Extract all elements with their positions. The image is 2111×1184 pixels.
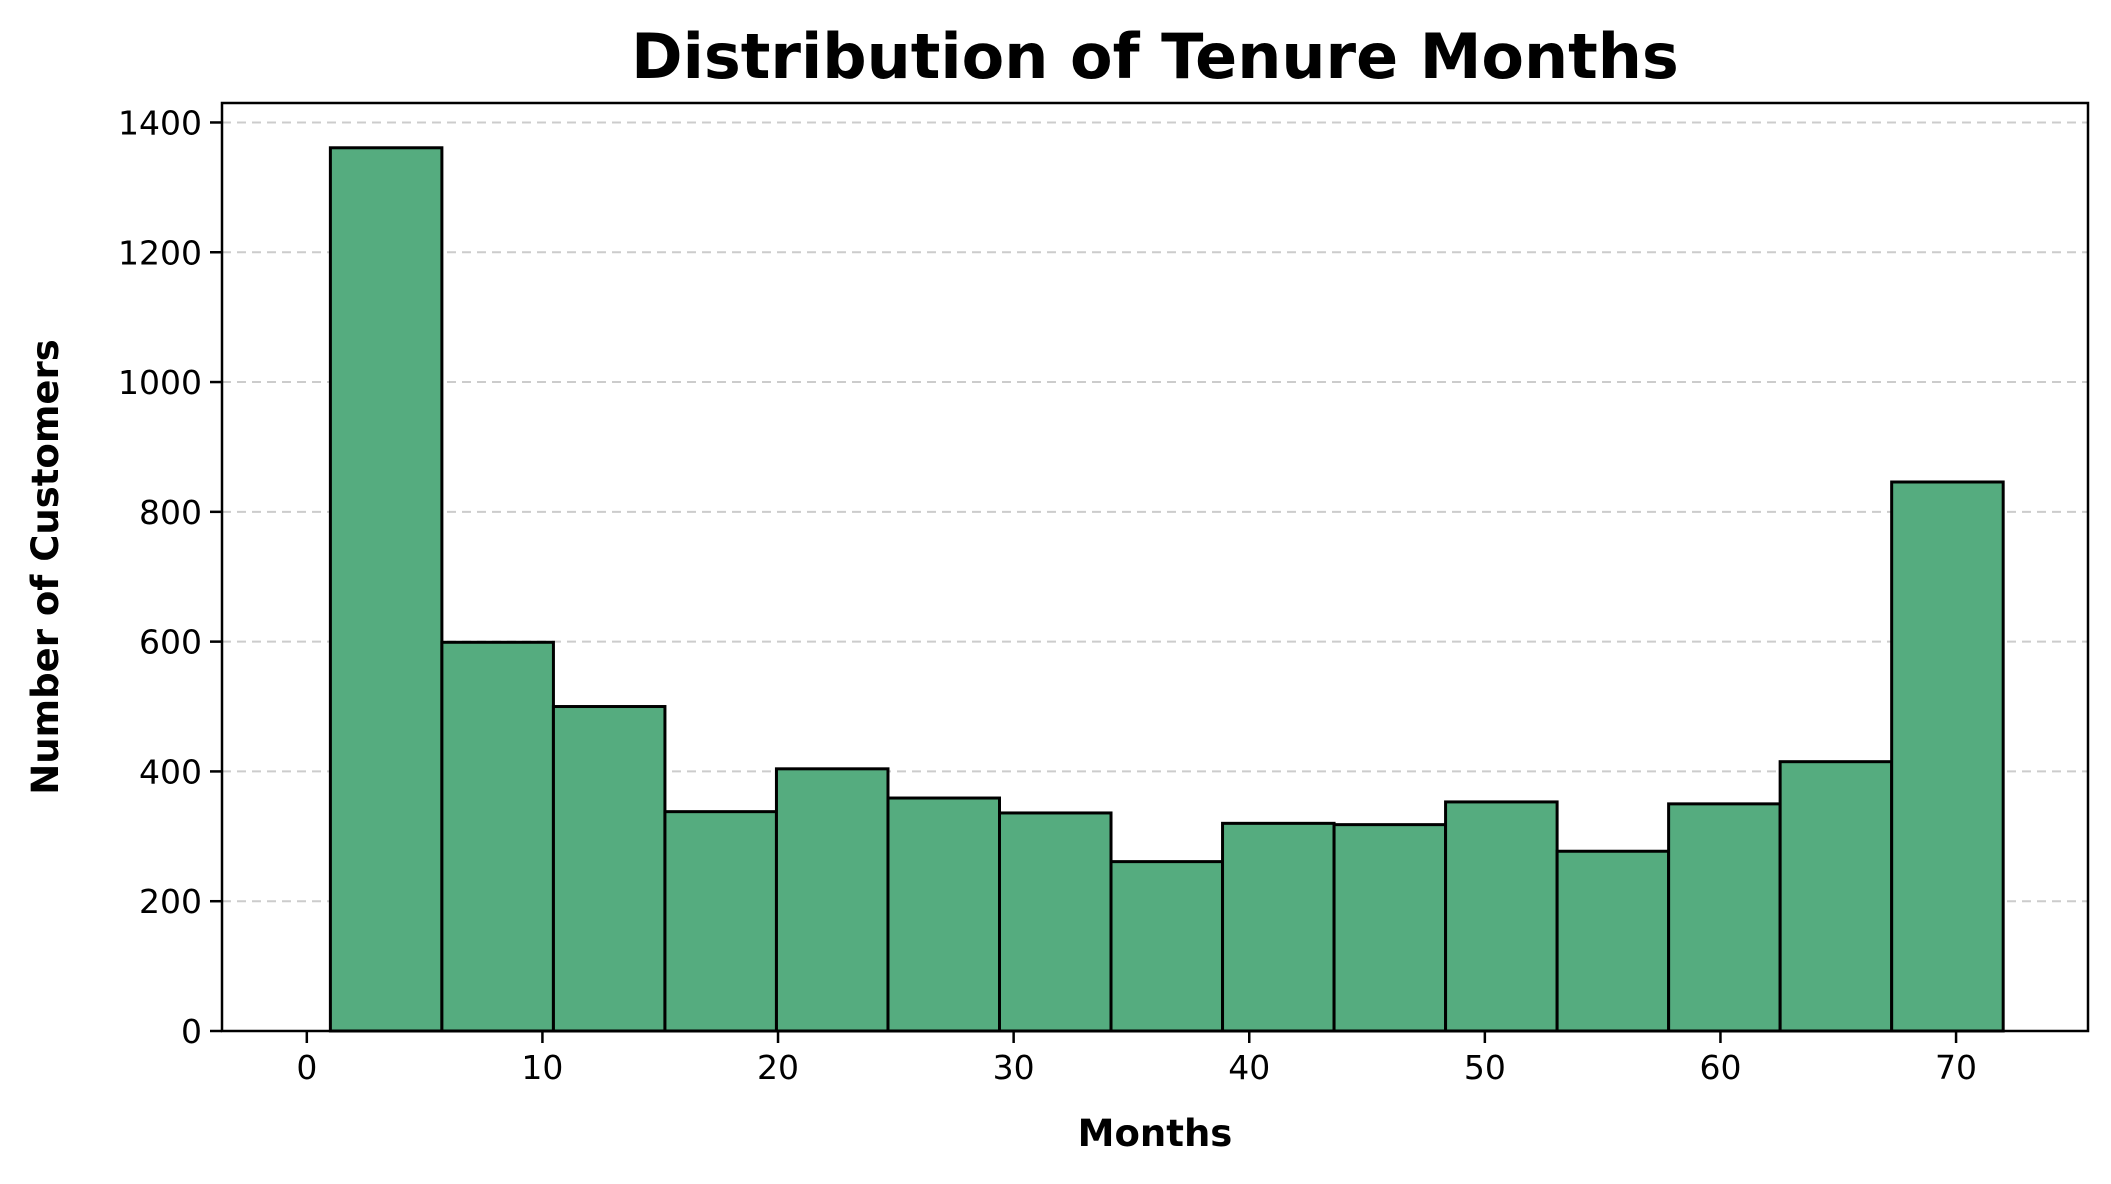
plot-frame (220, 101, 2090, 1033)
bars (328, 146, 2005, 1033)
x-tick-label: 30 (993, 1048, 1035, 1087)
histogram-bar (1332, 823, 1448, 1033)
histogram-bar (886, 796, 1002, 1033)
y-tick-label: 800 (139, 493, 202, 532)
histogram-bar (998, 811, 1113, 1033)
x-tick-label: 70 (1935, 1048, 1977, 1087)
x-tick-label: 60 (1699, 1048, 1741, 1087)
histogram-bar (1778, 760, 1894, 1033)
y-tick-label: 200 (139, 882, 202, 921)
x-axis-ticks: 0 10 20 30 40 50 60 70 (296, 1031, 1977, 1087)
histogram-bar (1221, 821, 1336, 1033)
histogram-bar (1444, 800, 1559, 1033)
histogram-bar (1555, 849, 1671, 1033)
histogram-bar (1890, 480, 2005, 1033)
y-tick-label: 400 (139, 752, 202, 791)
y-axis-label: Number of Customers (24, 339, 67, 795)
x-tick-label: 10 (521, 1048, 563, 1087)
histogram-bar (663, 810, 778, 1033)
histogram-bar (774, 767, 890, 1033)
y-tick-label: 1400 (118, 103, 202, 142)
histogram-bar (551, 705, 667, 1033)
y-tick-label: 0 (181, 1012, 202, 1051)
histogram-bar (440, 640, 555, 1033)
x-axis-label: Months (1078, 1112, 1233, 1155)
chart-title: Distribution of Tenure Months (631, 20, 1679, 93)
y-tick-label: 600 (139, 623, 202, 662)
y-tick-label: 1200 (118, 233, 202, 272)
x-tick-label: 40 (1228, 1048, 1270, 1087)
x-tick-label: 0 (296, 1048, 317, 1087)
histogram-bar (1109, 860, 1225, 1033)
histogram-bar (1667, 802, 1782, 1033)
y-axis-ticks: 0 200 400 600 800 1000 1200 1400 (118, 103, 222, 1051)
histogram-bar (328, 146, 444, 1033)
y-tick-label: 1000 (118, 363, 202, 402)
x-tick-label: 20 (757, 1048, 799, 1087)
x-tick-label: 50 (1464, 1048, 1506, 1087)
